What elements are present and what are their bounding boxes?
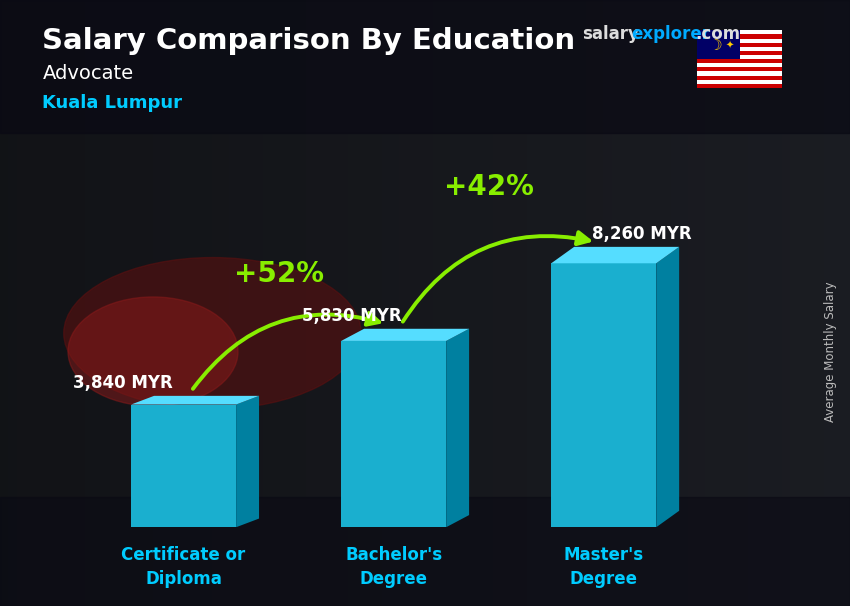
Polygon shape [131, 396, 259, 405]
Ellipse shape [68, 297, 238, 406]
Text: Advocate: Advocate [42, 64, 133, 82]
Bar [697, 47, 782, 51]
Bar [697, 63, 782, 67]
Bar [697, 30, 740, 59]
Text: .com: .com [695, 25, 740, 44]
Text: salary: salary [582, 25, 639, 44]
Text: explorer: explorer [632, 25, 711, 44]
Bar [697, 59, 782, 63]
Polygon shape [446, 329, 469, 527]
Text: 5,830 MYR: 5,830 MYR [302, 307, 401, 325]
Polygon shape [341, 329, 469, 341]
Bar [697, 42, 782, 47]
Bar [697, 67, 782, 72]
Bar [697, 55, 782, 59]
Bar [697, 39, 782, 42]
Text: 8,260 MYR: 8,260 MYR [592, 225, 692, 243]
Bar [697, 79, 782, 84]
Text: +42%: +42% [445, 173, 534, 201]
Bar [341, 341, 446, 527]
Polygon shape [236, 396, 259, 527]
Polygon shape [656, 247, 679, 527]
Bar [697, 30, 782, 35]
Bar [131, 405, 236, 527]
Bar [697, 35, 782, 39]
Bar [697, 76, 782, 79]
Bar [0, 0, 850, 133]
Text: +52%: +52% [234, 260, 324, 288]
Polygon shape [551, 247, 679, 263]
Text: Salary Comparison By Education: Salary Comparison By Education [42, 27, 575, 55]
Bar [697, 84, 782, 88]
Text: ☽: ☽ [709, 38, 722, 53]
Bar [697, 72, 782, 76]
Text: Kuala Lumpur: Kuala Lumpur [42, 94, 183, 112]
Text: 3,840 MYR: 3,840 MYR [72, 374, 173, 392]
Text: Average Monthly Salary: Average Monthly Salary [824, 281, 837, 422]
Bar [697, 51, 782, 55]
Text: ✦: ✦ [725, 41, 734, 51]
Bar [0, 497, 850, 606]
Ellipse shape [64, 258, 361, 409]
Bar [551, 263, 656, 527]
